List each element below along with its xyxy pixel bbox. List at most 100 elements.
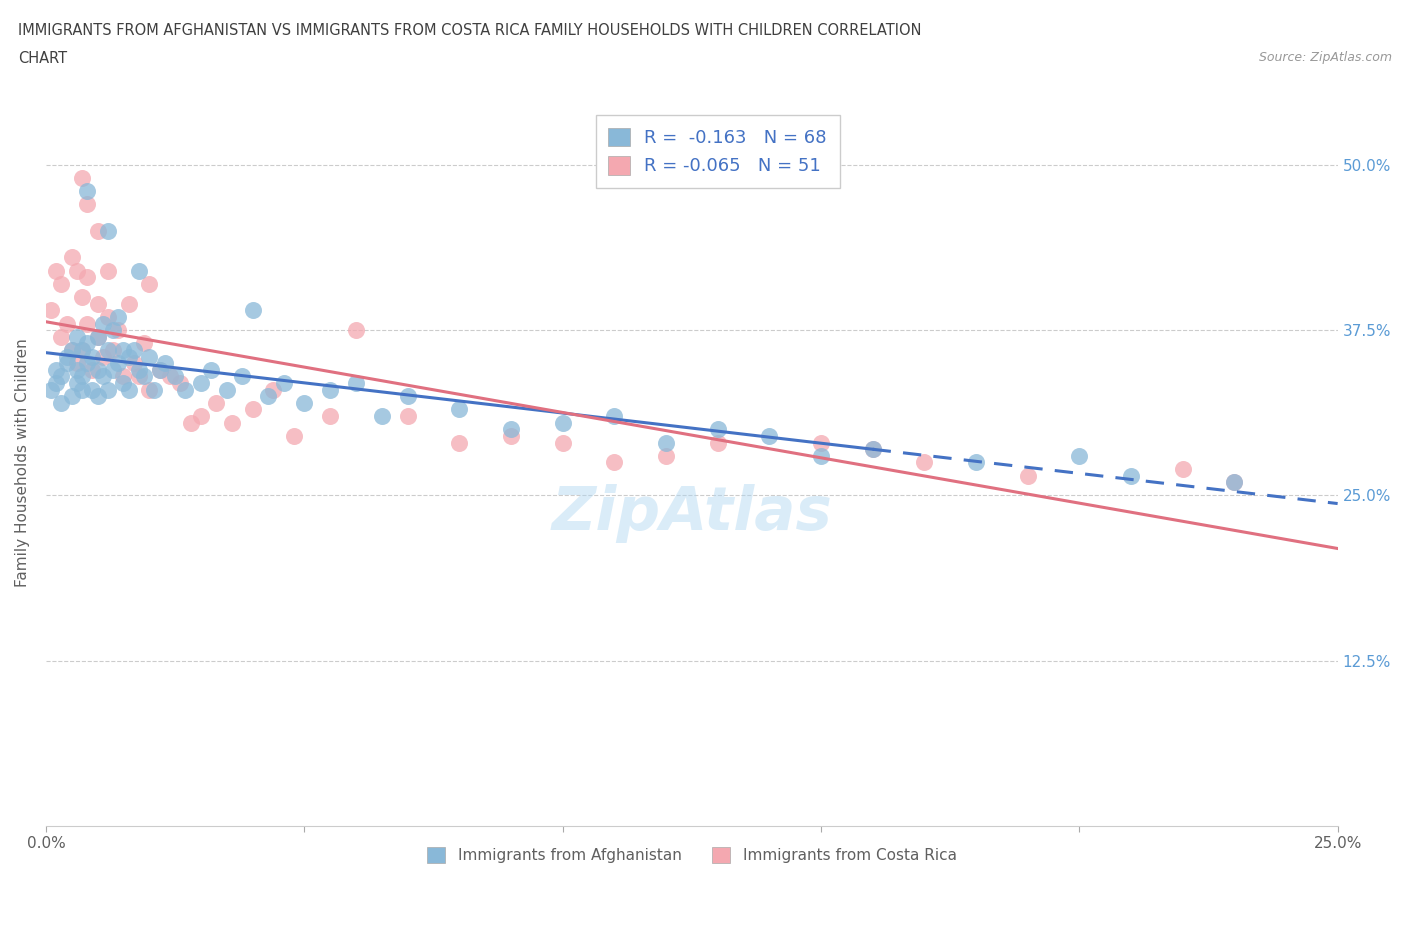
Point <box>143 382 166 397</box>
Point <box>128 369 150 384</box>
Point <box>396 389 419 404</box>
Point <box>174 382 197 397</box>
Point <box>76 197 98 212</box>
Point <box>66 263 89 278</box>
Point <box>76 336 98 351</box>
Point <box>70 342 93 357</box>
Y-axis label: Family Households with Children: Family Households with Children <box>15 338 30 587</box>
Point <box>231 369 253 384</box>
Point <box>138 276 160 291</box>
Point <box>122 342 145 357</box>
Point <box>221 415 243 430</box>
Point <box>257 389 280 404</box>
Point <box>66 363 89 378</box>
Point <box>655 448 678 463</box>
Point <box>1017 468 1039 483</box>
Point <box>603 408 626 423</box>
Point <box>242 402 264 417</box>
Point <box>45 376 67 391</box>
Point <box>60 342 83 357</box>
Point <box>159 369 181 384</box>
Text: Source: ZipAtlas.com: Source: ZipAtlas.com <box>1258 51 1392 64</box>
Point <box>39 382 62 397</box>
Point <box>70 382 93 397</box>
Point <box>912 455 935 470</box>
Point <box>319 408 342 423</box>
Point <box>86 363 108 378</box>
Point <box>200 363 222 378</box>
Point <box>190 376 212 391</box>
Point <box>112 369 135 384</box>
Point <box>551 415 574 430</box>
Point <box>82 382 104 397</box>
Point <box>149 363 172 378</box>
Point <box>117 382 139 397</box>
Point <box>758 429 780 444</box>
Point <box>603 455 626 470</box>
Point <box>153 356 176 371</box>
Point <box>190 408 212 423</box>
Point <box>91 369 114 384</box>
Point <box>706 435 728 450</box>
Point <box>551 435 574 450</box>
Point <box>70 170 93 185</box>
Point <box>122 356 145 371</box>
Point <box>91 349 114 364</box>
Point <box>810 448 832 463</box>
Point <box>112 342 135 357</box>
Point <box>66 376 89 391</box>
Point <box>76 356 98 371</box>
Point <box>862 442 884 457</box>
Point <box>810 435 832 450</box>
Point <box>1171 461 1194 476</box>
Point <box>82 349 104 364</box>
Point <box>283 429 305 444</box>
Point <box>66 356 89 371</box>
Point <box>55 316 77 331</box>
Point <box>101 342 124 357</box>
Point <box>128 363 150 378</box>
Point <box>76 316 98 331</box>
Point <box>180 415 202 430</box>
Point <box>117 349 139 364</box>
Point <box>86 389 108 404</box>
Point <box>70 289 93 304</box>
Point <box>101 323 124 338</box>
Point <box>655 435 678 450</box>
Point <box>97 263 120 278</box>
Point <box>107 323 129 338</box>
Point <box>242 303 264 318</box>
Point <box>292 395 315 410</box>
Text: ZipAtlas: ZipAtlas <box>551 484 832 543</box>
Point <box>86 297 108 312</box>
Point <box>76 184 98 199</box>
Point <box>51 395 73 410</box>
Point <box>97 342 120 357</box>
Point <box>66 329 89 344</box>
Point <box>499 429 522 444</box>
Point <box>134 336 156 351</box>
Point <box>169 376 191 391</box>
Point <box>273 376 295 391</box>
Point <box>97 382 120 397</box>
Point <box>215 382 238 397</box>
Point <box>319 382 342 397</box>
Point <box>449 435 471 450</box>
Point <box>97 223 120 238</box>
Point <box>138 349 160 364</box>
Text: IMMIGRANTS FROM AFGHANISTAN VS IMMIGRANTS FROM COSTA RICA FAMILY HOUSEHOLDS WITH: IMMIGRANTS FROM AFGHANISTAN VS IMMIGRANT… <box>18 23 922 38</box>
Point <box>396 408 419 423</box>
Point <box>45 263 67 278</box>
Point <box>107 310 129 325</box>
Point <box>51 369 73 384</box>
Point <box>1119 468 1142 483</box>
Point <box>165 369 187 384</box>
Point <box>60 389 83 404</box>
Point <box>82 363 104 378</box>
Point <box>117 297 139 312</box>
Point <box>262 382 284 397</box>
Point <box>1223 474 1246 489</box>
Point <box>101 363 124 378</box>
Point <box>86 329 108 344</box>
Point <box>112 376 135 391</box>
